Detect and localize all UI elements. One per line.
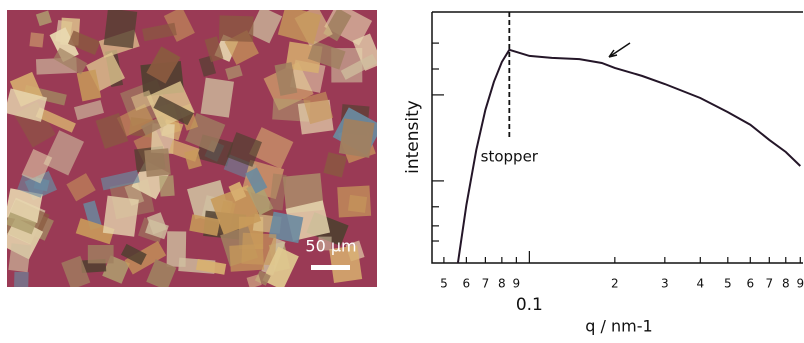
crystal — [145, 219, 169, 240]
crystal — [153, 95, 194, 126]
x-axis-label: q / nm-1 — [585, 317, 652, 336]
crystal — [318, 236, 332, 251]
crystal — [142, 22, 177, 42]
crystal — [124, 240, 167, 275]
crystal — [262, 246, 299, 287]
crystal — [67, 30, 101, 56]
x-tick-label: 3 — [661, 277, 669, 291]
crystal — [35, 10, 52, 27]
crystal — [338, 118, 375, 158]
crystal — [53, 47, 88, 75]
crystal — [159, 175, 175, 197]
crystal — [246, 274, 262, 287]
crystal — [29, 32, 44, 48]
crystal — [17, 174, 47, 198]
crystal — [95, 112, 129, 149]
axes-frame — [431, 11, 803, 264]
crystal — [21, 148, 53, 184]
crystal — [7, 88, 48, 122]
line — [456, 48, 801, 263]
crystal — [229, 243, 265, 272]
crystal — [7, 212, 37, 235]
crystal — [248, 10, 283, 44]
crystal — [61, 255, 91, 287]
x-tick-label: 0.1 — [516, 295, 543, 315]
crystal — [195, 259, 227, 275]
crystal — [200, 77, 235, 118]
x-tick-label: 4 — [696, 277, 704, 291]
x-tick-label: 8 — [498, 277, 506, 291]
crystal — [103, 10, 138, 49]
crystal — [228, 181, 247, 202]
crystal — [226, 132, 262, 167]
x-tick-label: 7 — [765, 277, 773, 291]
x-tick-label: 6 — [463, 277, 471, 291]
crystal — [76, 69, 102, 102]
x-tick-label: 2 — [611, 277, 619, 291]
crystal — [8, 243, 31, 273]
crystal — [245, 167, 268, 194]
crystal — [43, 130, 85, 176]
x-tick-label: 5 — [440, 277, 448, 291]
micrograph — [7, 10, 377, 287]
crystal — [225, 64, 243, 80]
crystal — [35, 107, 76, 133]
crystal — [329, 245, 363, 283]
crystal — [307, 40, 346, 70]
crystal — [166, 231, 187, 267]
arrow — [608, 42, 631, 58]
x-tick-label: 6 — [746, 277, 754, 291]
y-axis-label: intensity — [403, 100, 423, 174]
crystal — [100, 170, 140, 191]
crystal — [163, 10, 195, 42]
crystal — [204, 36, 224, 63]
crystal — [49, 27, 79, 63]
crystal — [323, 152, 348, 178]
x-tick-label: 8 — [782, 277, 790, 291]
scale-bar-label: 50 μm — [305, 237, 356, 256]
crystal — [75, 218, 115, 245]
scale-bar — [311, 265, 350, 270]
crystal — [249, 127, 294, 169]
crystal — [277, 10, 322, 45]
crystal — [189, 214, 221, 237]
crystal — [268, 211, 304, 244]
crystal — [66, 173, 96, 202]
crystal — [120, 243, 147, 266]
crystal — [302, 91, 334, 125]
crystal — [246, 181, 274, 216]
crystal — [14, 271, 29, 287]
crystal — [146, 46, 181, 84]
crystal — [146, 259, 177, 287]
annotation: stopper — [481, 148, 539, 166]
x-tick-label: 9 — [796, 277, 804, 291]
crystal — [210, 185, 262, 235]
crystal — [144, 148, 171, 177]
crystal — [83, 200, 103, 231]
crystal — [184, 148, 202, 170]
crystal — [102, 195, 139, 237]
crystal — [87, 244, 114, 264]
x-tick-label: 9 — [513, 277, 521, 291]
x-tick-label: 5 — [724, 277, 732, 291]
crystal — [116, 103, 155, 137]
crystal — [340, 53, 377, 80]
crystal — [337, 185, 372, 218]
crystal — [73, 100, 105, 121]
crystal — [218, 15, 254, 42]
crystal — [269, 173, 287, 211]
crystal — [274, 62, 298, 96]
crystal — [150, 123, 175, 154]
x-tick-label: 7 — [482, 277, 490, 291]
crystal — [131, 90, 155, 111]
